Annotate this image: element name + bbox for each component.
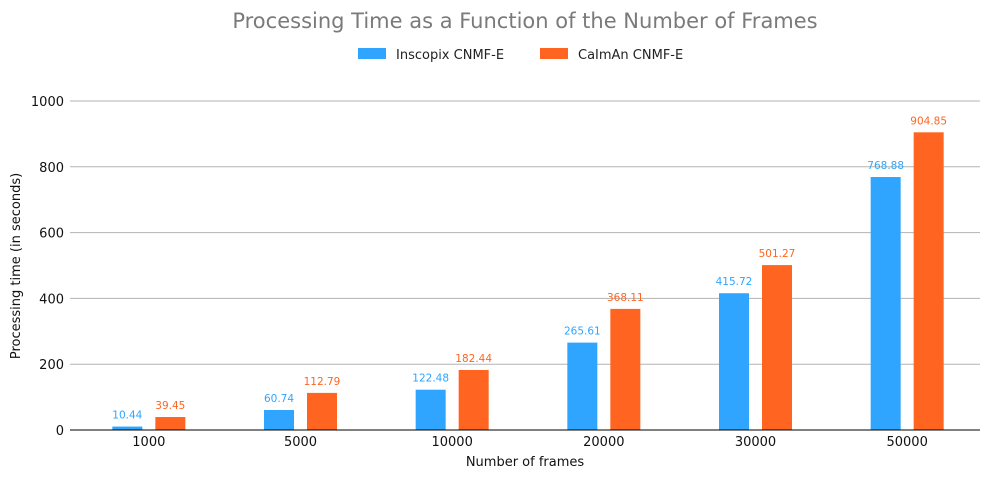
y-tick-label: 400 <box>39 292 64 307</box>
y-tick-label: 200 <box>39 358 64 373</box>
legend-label-caiman: CaImAn CNMF-E <box>578 48 683 63</box>
legend-label-inscopix: Inscopix CNMF-E <box>396 48 504 63</box>
y-tick-label: 1000 <box>31 95 64 110</box>
x-tick-label: 30000 <box>735 435 776 450</box>
gridlines <box>70 100 980 365</box>
x-tick-label: 1000 <box>132 435 165 450</box>
data-labels: 10.44 39.45 60.74 112.79 122.48 182.44 265.61 3… <box>112 115 947 421</box>
data-label: 768.88 <box>867 160 904 172</box>
y-tick-label: 800 <box>39 161 64 176</box>
legend: Inscopix CNMF-E CaImAn CNMF-E <box>358 48 683 63</box>
data-label: 904.85 <box>910 115 947 127</box>
bars <box>112 132 944 430</box>
bar-inscopix <box>567 342 598 430</box>
bar-caiman <box>610 308 641 430</box>
data-label: 182.44 <box>455 353 492 365</box>
data-label: 265.61 <box>564 326 601 338</box>
data-label: 368.11 <box>607 292 644 304</box>
bar-inscopix <box>264 410 294 430</box>
x-tick-label: 5000 <box>284 435 317 450</box>
bar-caiman <box>458 369 489 430</box>
data-label: 122.48 <box>412 373 449 385</box>
data-label: 501.27 <box>759 248 796 260</box>
bar-caiman <box>913 132 944 430</box>
y-axis-title: Processing time (in seconds) <box>9 173 24 359</box>
bar-inscopix <box>719 293 749 430</box>
bar-inscopix <box>415 389 446 430</box>
y-tick-labels: 0 200 400 600 800 1000 <box>31 95 64 439</box>
legend-swatch-inscopix <box>358 48 386 59</box>
chart-title: Processing Time as a Function of the Num… <box>232 9 817 33</box>
data-label: 10.44 <box>112 410 142 422</box>
x-axis-title: Number of frames <box>466 455 585 470</box>
x-tick-label: 20000 <box>583 435 624 450</box>
bar-caiman <box>307 392 337 430</box>
y-tick-label: 0 <box>56 424 64 439</box>
x-tick-label: 50000 <box>886 435 927 450</box>
bar-inscopix <box>112 426 143 430</box>
data-label: 60.74 <box>264 393 294 405</box>
x-tick-label: 10000 <box>431 435 472 450</box>
bar-caiman <box>155 417 186 430</box>
data-label: 415.72 <box>716 276 753 288</box>
legend-swatch-caiman <box>540 48 568 59</box>
data-label: 112.79 <box>304 376 341 388</box>
y-tick-label: 600 <box>39 227 64 242</box>
bar-inscopix <box>870 177 901 430</box>
data-label: 39.45 <box>155 400 185 412</box>
bar-caiman <box>762 265 792 430</box>
x-tick-labels: 1000 5000 10000 20000 30000 50000 <box>132 435 928 450</box>
